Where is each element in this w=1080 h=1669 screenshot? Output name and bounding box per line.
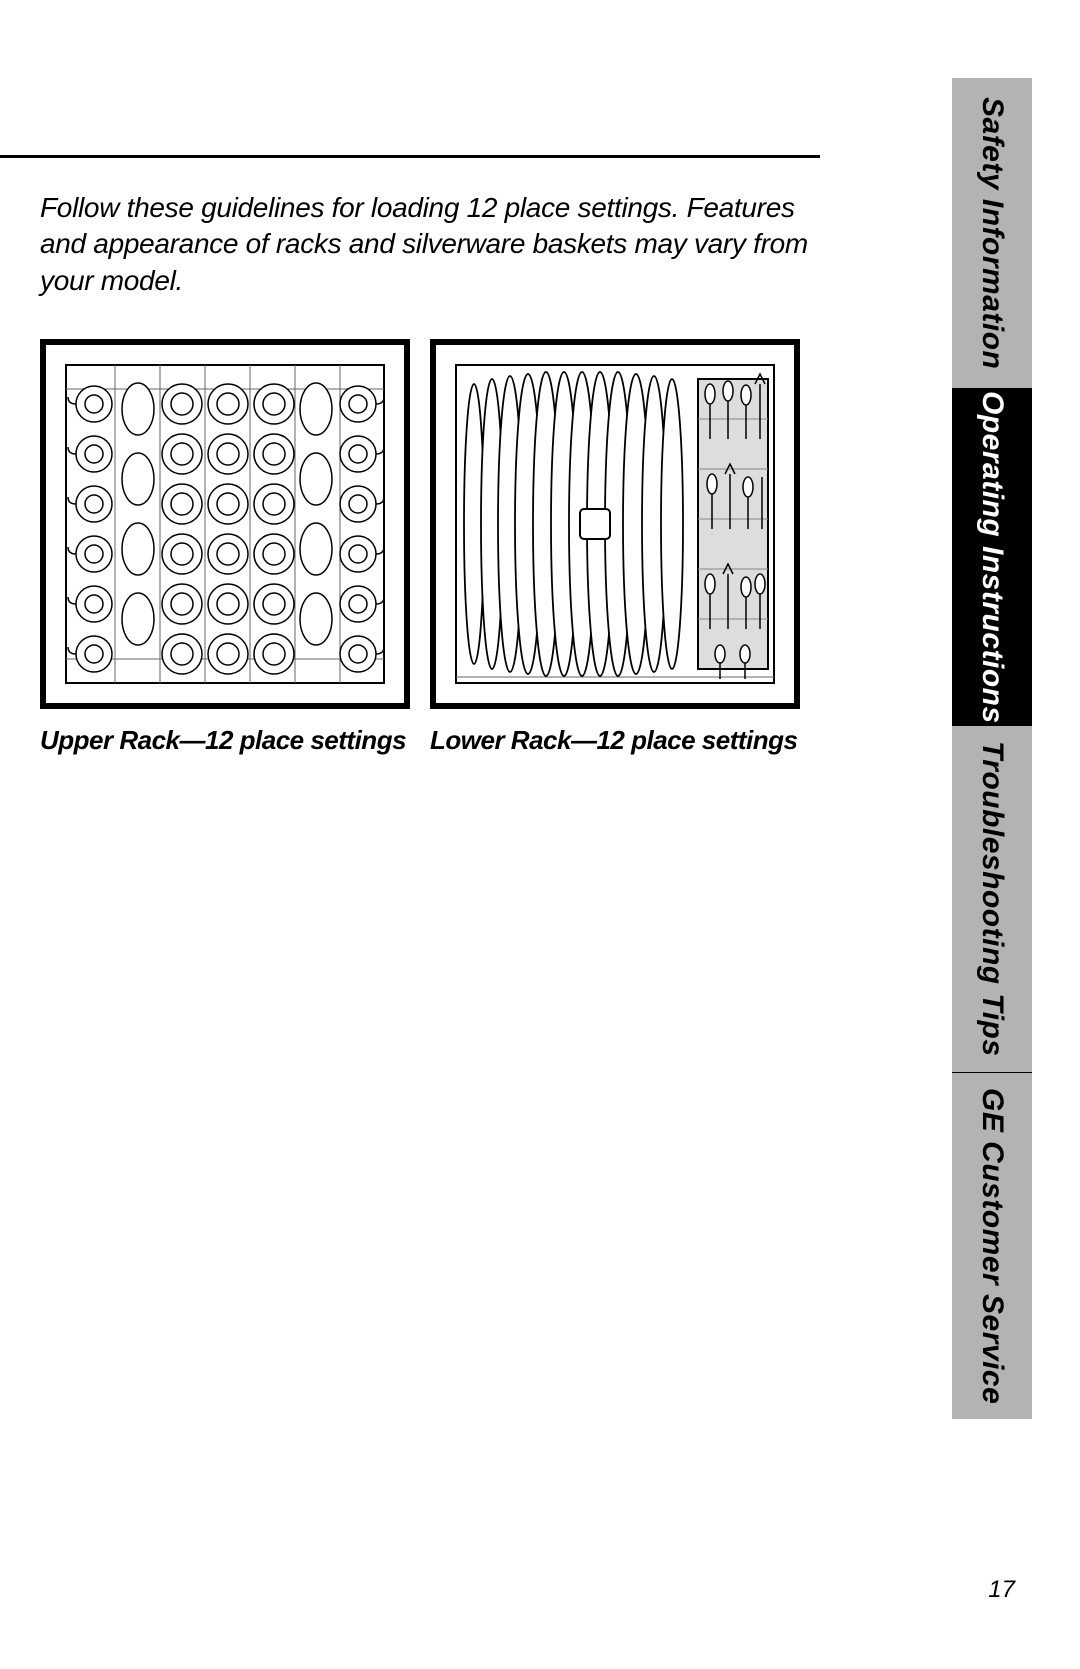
tab-operating[interactable]: Operating Instructions — [952, 388, 1032, 726]
upper-rack-frame — [40, 339, 410, 709]
intro-paragraph: Follow these guidelines for loading 12 p… — [40, 190, 820, 299]
side-tabs: Safety Information Operating Instruction… — [952, 78, 1032, 1498]
lower-rack-caption: Lower Rack—12 place settings — [430, 725, 800, 756]
tab-customer-service[interactable]: GE Customer Service — [952, 1073, 1032, 1419]
lower-rack-illustration — [450, 359, 780, 689]
lower-rack-figure: Lower Rack—12 place settings — [430, 339, 800, 756]
content-area: Follow these guidelines for loading 12 p… — [40, 150, 820, 756]
tab-troubleshooting[interactable]: Troubleshooting Tips — [952, 726, 1032, 1072]
tab-safety[interactable]: Safety Information — [952, 78, 1032, 388]
figures-row: Upper Rack—12 place settings — [40, 339, 820, 756]
page-number: 17 — [988, 1576, 1015, 1604]
upper-rack-figure: Upper Rack—12 place settings — [40, 339, 410, 756]
upper-rack-caption: Upper Rack—12 place settings — [40, 725, 410, 756]
lower-rack-frame — [430, 339, 800, 709]
upper-rack-illustration — [60, 359, 390, 689]
